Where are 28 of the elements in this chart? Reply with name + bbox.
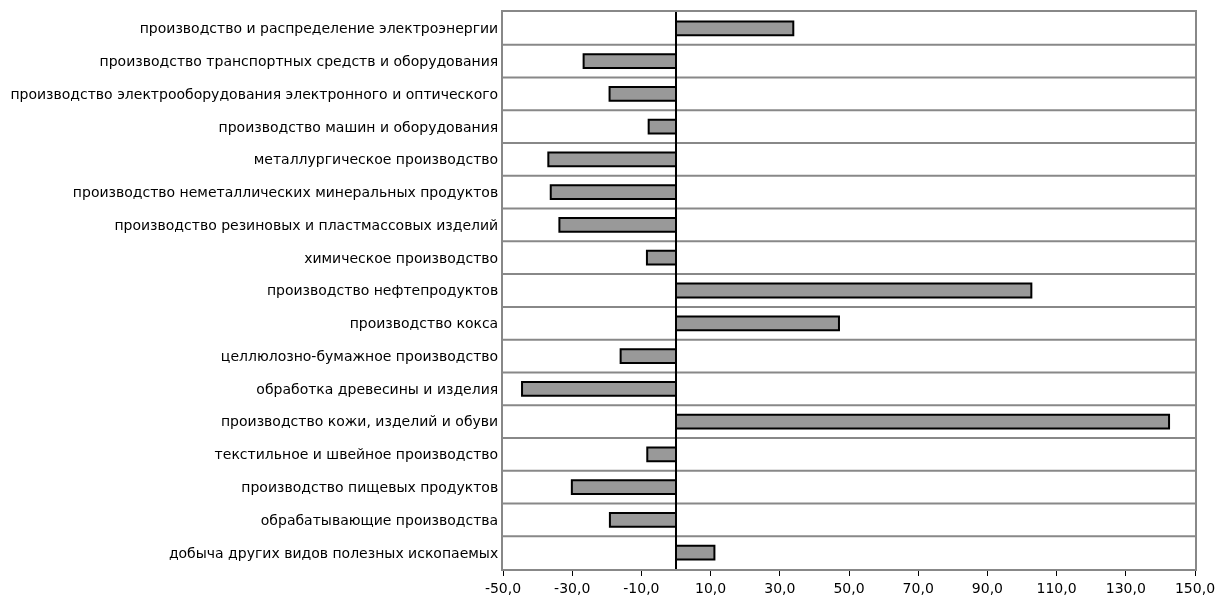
x-tick-label: 10,0 xyxy=(695,579,727,596)
y-tick-label: текстильное и швейное производство xyxy=(214,446,499,463)
x-tick-label: -50,0 xyxy=(484,579,522,596)
y-tick-label: производство резиновых и пластмассовых изделий xyxy=(114,216,499,233)
y-tick-label: производство транспортных средств и оборудования xyxy=(99,53,499,70)
x-tick-label: 90,0 xyxy=(971,579,1003,596)
y-tick-label: обработка древесины и изделия xyxy=(256,380,499,397)
y-tick-label: обрабатывающие производства xyxy=(260,511,499,528)
x-tick-label: 50,0 xyxy=(833,579,865,596)
x-tick-label: -30,0 xyxy=(554,579,591,596)
y-tick-label: металлургическое производство xyxy=(253,151,499,168)
x-tick-label: 70,0 xyxy=(902,579,934,596)
y-tick-label: добыча других видов полезных ископаемых xyxy=(168,544,499,561)
x-tick-label: -10,0 xyxy=(623,579,660,596)
y-tick-label: целлюлозно-бумажное производство xyxy=(220,347,499,364)
y-tick-label: производство машин и оборудования xyxy=(218,118,499,135)
y-tick-label: производство и распределение электроэнергии xyxy=(139,20,499,37)
y-tick-label: производство кокса xyxy=(349,315,499,332)
y-tick-label: производство электрооборудования электронного и оптического xyxy=(10,85,499,102)
y-tick-label: химическое производство xyxy=(304,249,499,266)
x-tick-label: 110,0 xyxy=(1036,579,1077,596)
x-tick-label: 130,0 xyxy=(1105,579,1146,596)
x-tick-label: 30,0 xyxy=(764,579,796,596)
y-tick-label: производство кожи, изделий и обуви xyxy=(220,413,499,430)
y-tick-label: производство пищевых продуктов xyxy=(241,478,499,495)
x-tick-label: 150,0 xyxy=(1174,579,1216,596)
y-tick-label: производство нефтепродуктов xyxy=(266,282,499,299)
y-tick-label: производство неметаллических минеральных продуктов xyxy=(72,184,499,201)
